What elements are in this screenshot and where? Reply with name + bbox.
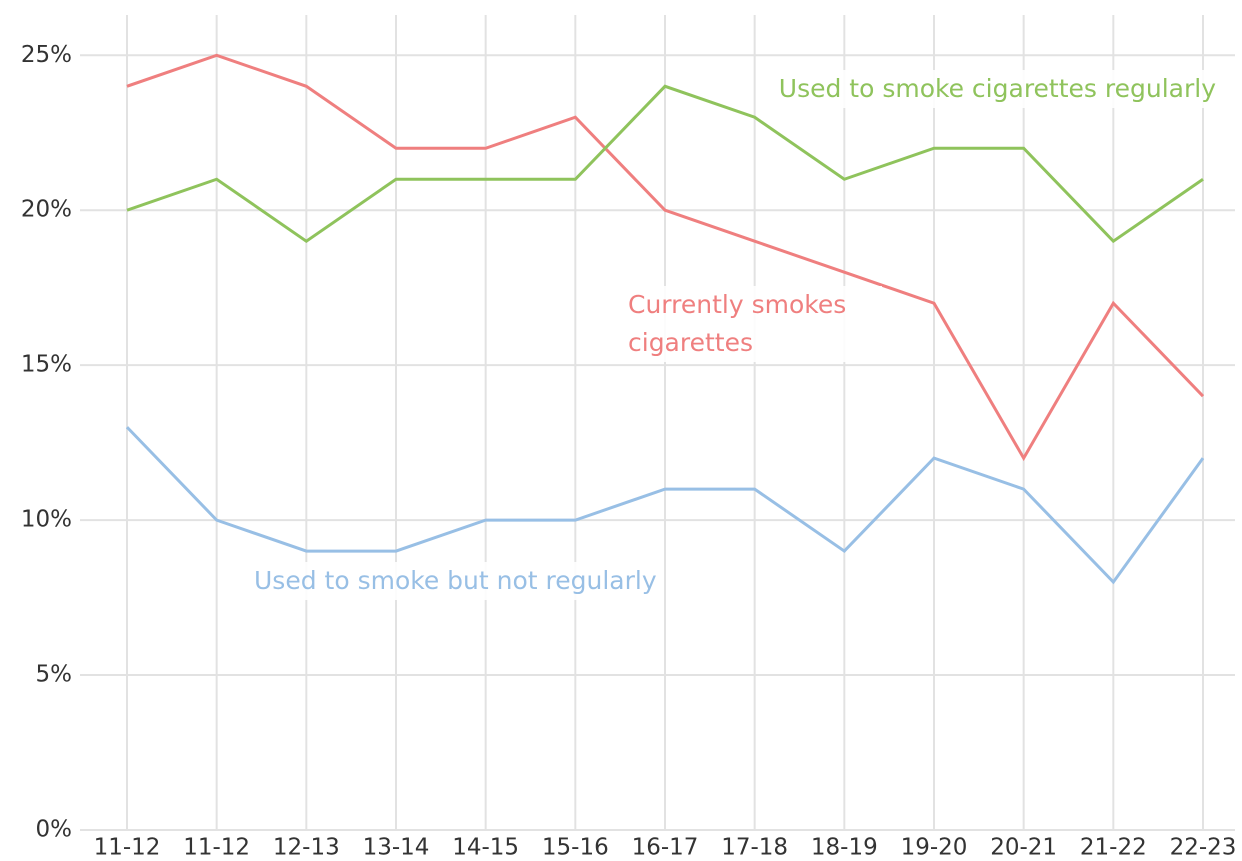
series-line (126, 53, 1205, 462)
x-tick-label: 11-12 (183, 835, 250, 861)
series-label: Used to smoke but not regularly (250, 562, 661, 600)
x-tick-label: 12-13 (273, 835, 340, 861)
x-tick-label: 16-17 (632, 835, 699, 861)
y-tick-label: 5% (36, 662, 73, 688)
x-tick-label: 15-16 (542, 835, 609, 861)
x-tick-label: 20-21 (990, 835, 1057, 861)
series-label: Currently smokes cigarettes (624, 286, 882, 362)
x-tick-label: 13-14 (363, 835, 430, 861)
y-tick-label: 0% (36, 817, 73, 843)
x-tick-label: 17-18 (721, 835, 788, 861)
x-tick-label: 21-22 (1080, 835, 1147, 861)
x-tick-label: 11-12 (94, 835, 161, 861)
x-tick-label: 19-20 (901, 835, 968, 861)
x-tick-label: 22-23 (1170, 835, 1237, 861)
y-tick-label: 25% (21, 42, 72, 68)
y-tick-label: 15% (21, 352, 72, 378)
y-tick-label: 20% (21, 197, 72, 223)
series-line (125, 426, 1205, 585)
x-tick-label: 18-19 (811, 835, 878, 861)
x-tick-label: 14-15 (452, 835, 519, 861)
y-tick-label: 10% (21, 507, 72, 533)
series-line (126, 84, 1204, 244)
series-label: Used to smoke cigarettes regularly (774, 70, 1220, 108)
